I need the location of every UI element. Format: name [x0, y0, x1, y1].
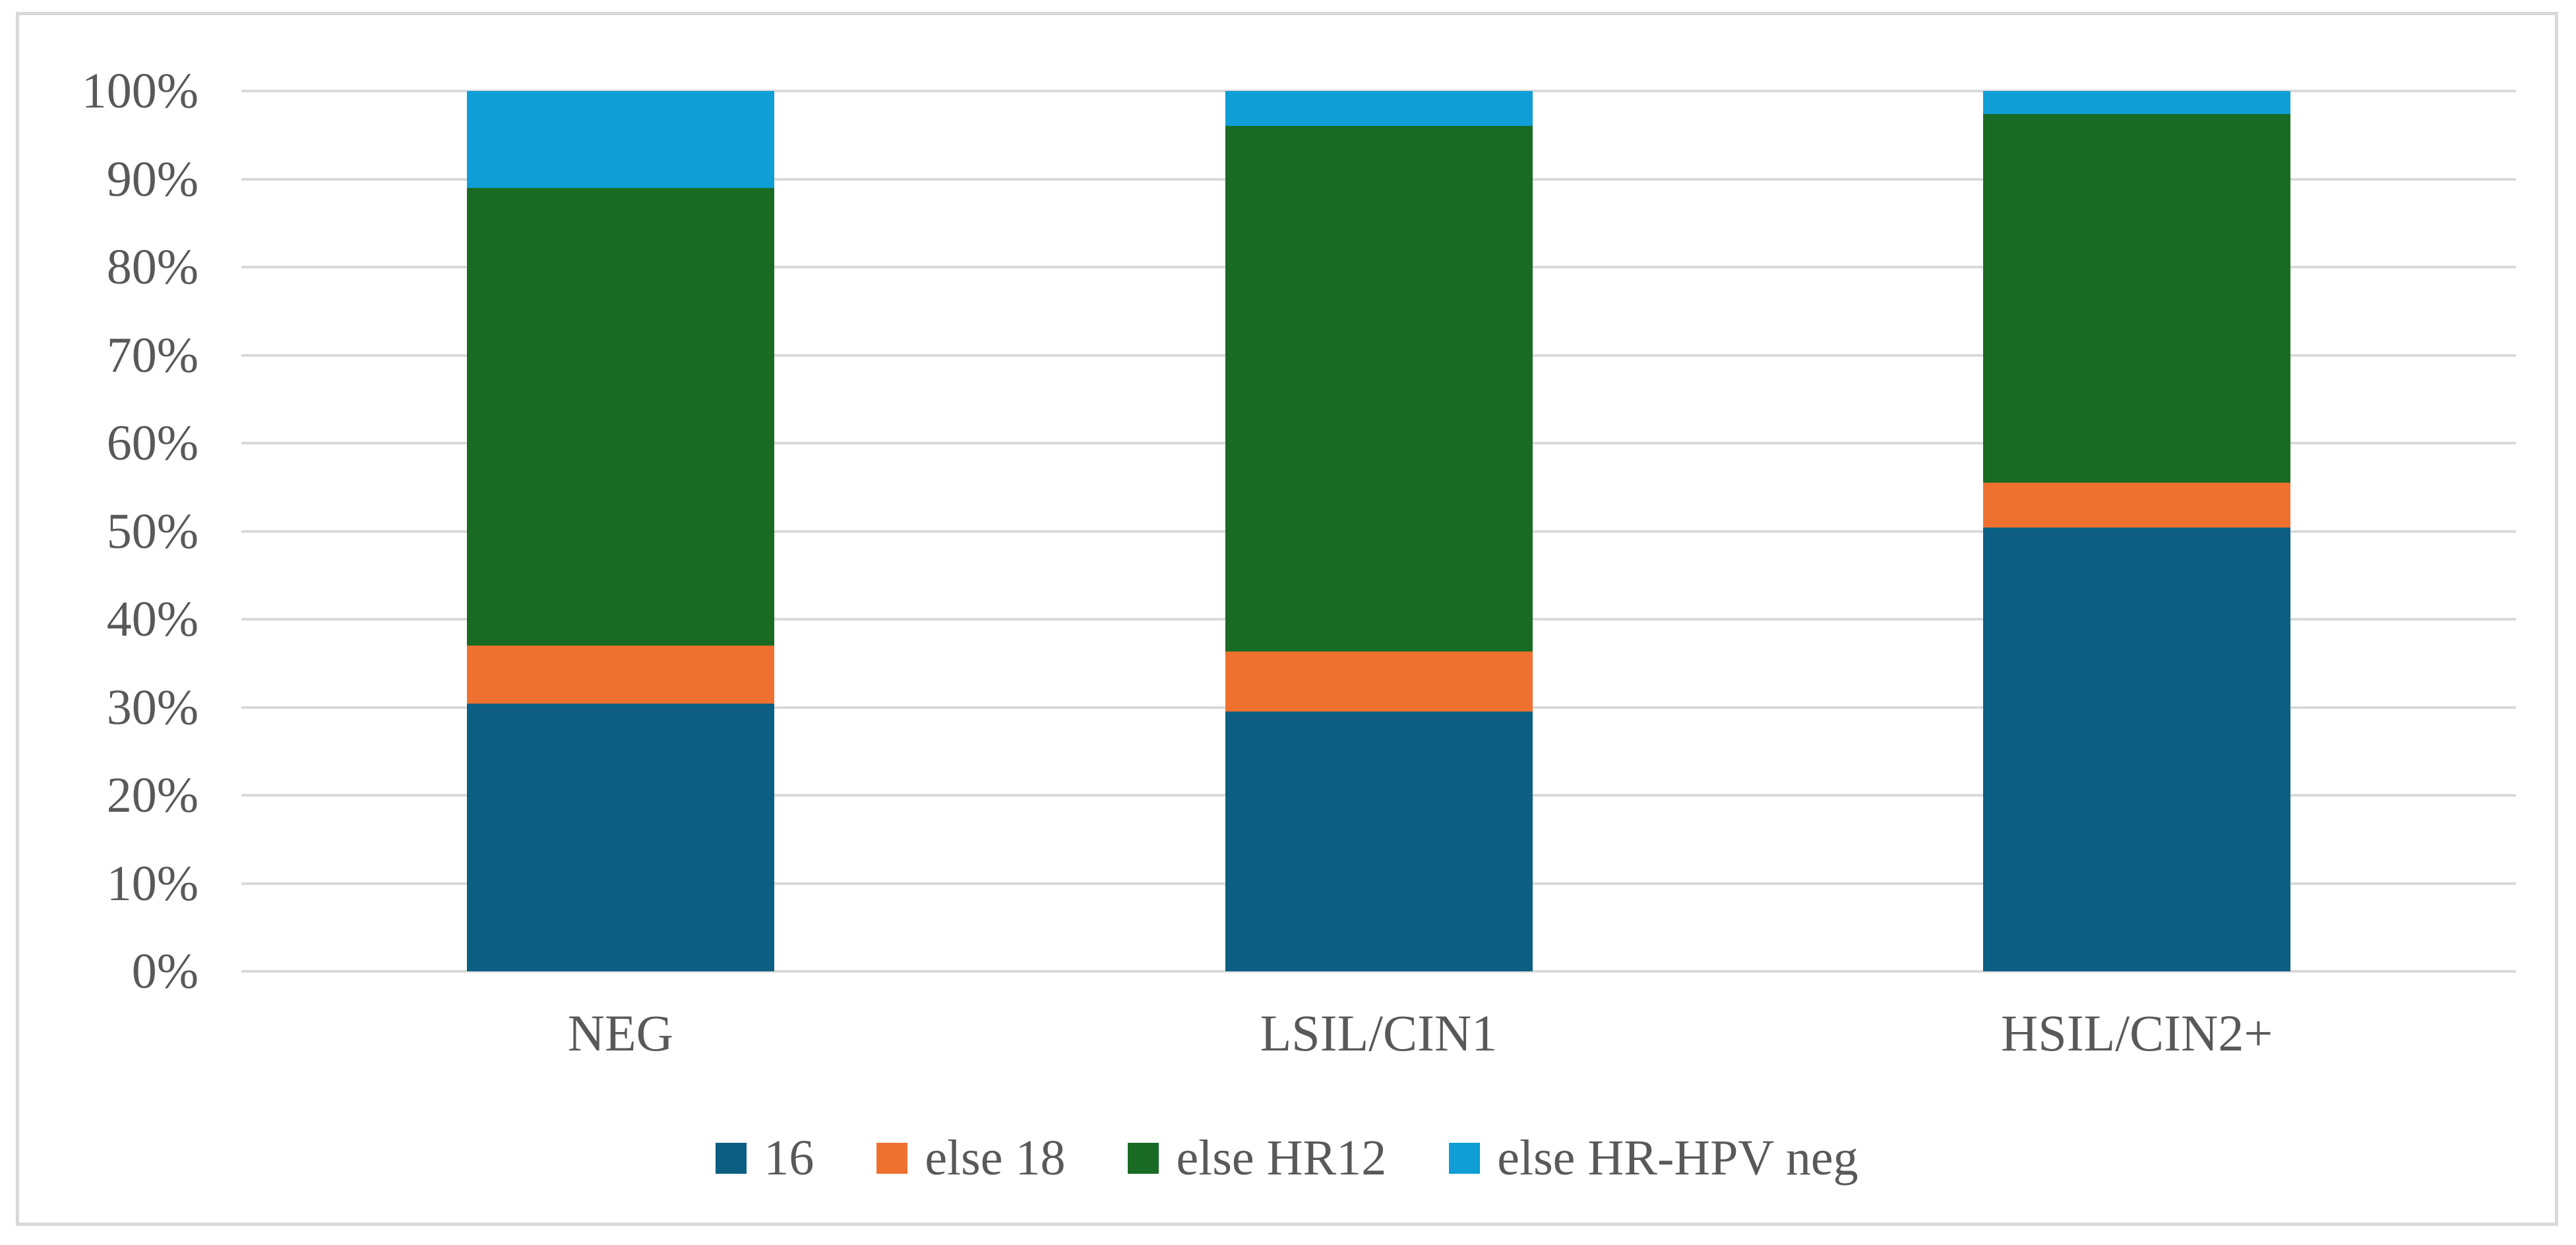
legend-item-16: 16	[716, 1128, 814, 1188]
bar-segment-HSIL/CIN2+-16	[1983, 528, 2291, 971]
y-tick-label-20%: 20%	[106, 768, 199, 823]
y-tick-label-70%: 70%	[106, 327, 199, 383]
legend: 16 else 18 else HR12 else HR-HPV neg	[19, 1128, 2555, 1188]
bar-segment-HSIL/CIN2+-else HR-HPV neg	[1983, 91, 2291, 114]
bar-segment-NEG-else 18	[466, 646, 774, 704]
category-label-HSIL/CIN2+: HSIL/CIN2+	[2000, 1004, 2273, 1062]
bar-segment-NEG-else HR-HPV neg	[466, 91, 774, 188]
legend-label-16: 16	[764, 1130, 814, 1186]
plot-area	[241, 90, 2516, 973]
y-tick-label-40%: 40%	[106, 592, 199, 647]
y-tick-label-10%: 10%	[106, 855, 199, 911]
y-axis: 0% 10% 20% 30% 40% 50% 60% 70% 80% 90% 100%	[19, 66, 199, 996]
category-label-NEG: NEG	[567, 1004, 673, 1062]
bar-segment-LSIL/CIN1-16	[1225, 712, 1533, 971]
bar-segment-LSIL/CIN1-else 18	[1225, 652, 1533, 712]
bar-segment-HSIL/CIN2+-else 18	[1983, 483, 2291, 528]
y-tick-label-100%: 100%	[81, 63, 199, 119]
legend-swatch-16	[716, 1142, 747, 1174]
bar-segment-NEG-else HR12	[466, 187, 774, 646]
legend-item-else 18: else 18	[876, 1128, 1065, 1188]
bar-NEG	[466, 91, 774, 971]
legend-swatch-else 18	[876, 1142, 908, 1174]
legend-label-else HR-HPV neg: else HR-HPV neg	[1497, 1130, 1858, 1186]
legend-label-else 18: else 18	[925, 1130, 1066, 1186]
gridline-100%	[241, 90, 2516, 92]
chart-frame: 0% 10% 20% 30% 40% 50% 60% 70% 80% 90% 100% NEG LSI…	[16, 12, 2558, 1226]
x-axis: NEG LSIL/CIN1 HSIL/CIN2+	[241, 1008, 2516, 1074]
legend-swatch-else HR12	[1128, 1142, 1159, 1174]
y-tick-label-80%: 80%	[106, 239, 199, 295]
y-tick-label-30%: 30%	[106, 679, 199, 735]
legend-item-else HR12: else HR12	[1128, 1128, 1386, 1188]
legend-swatch-else HR-HPV neg	[1449, 1142, 1481, 1174]
y-tick-label-90%: 90%	[106, 151, 199, 207]
y-tick-label-0%: 0%	[131, 944, 199, 999]
gridline-0%	[241, 970, 2516, 973]
category-label-LSIL/CIN1: LSIL/CIN1	[1260, 1004, 1498, 1062]
y-tick-label-50%: 50%	[106, 503, 199, 559]
bar-segment-LSIL/CIN1-else HR-HPV neg	[1225, 91, 1533, 127]
bar-segment-LSIL/CIN1-else HR12	[1225, 126, 1533, 652]
bar-HSIL/CIN2+	[1983, 91, 2291, 971]
bar-LSIL/CIN1	[1225, 91, 1533, 971]
bar-segment-NEG-16	[466, 704, 774, 971]
y-tick-label-60%: 60%	[106, 415, 199, 471]
bar-segment-HSIL/CIN2+-else HR12	[1983, 113, 2291, 483]
legend-item-else HR-HPV neg: else HR-HPV neg	[1449, 1128, 1858, 1188]
legend-label-else HR12: else HR12	[1176, 1130, 1387, 1186]
